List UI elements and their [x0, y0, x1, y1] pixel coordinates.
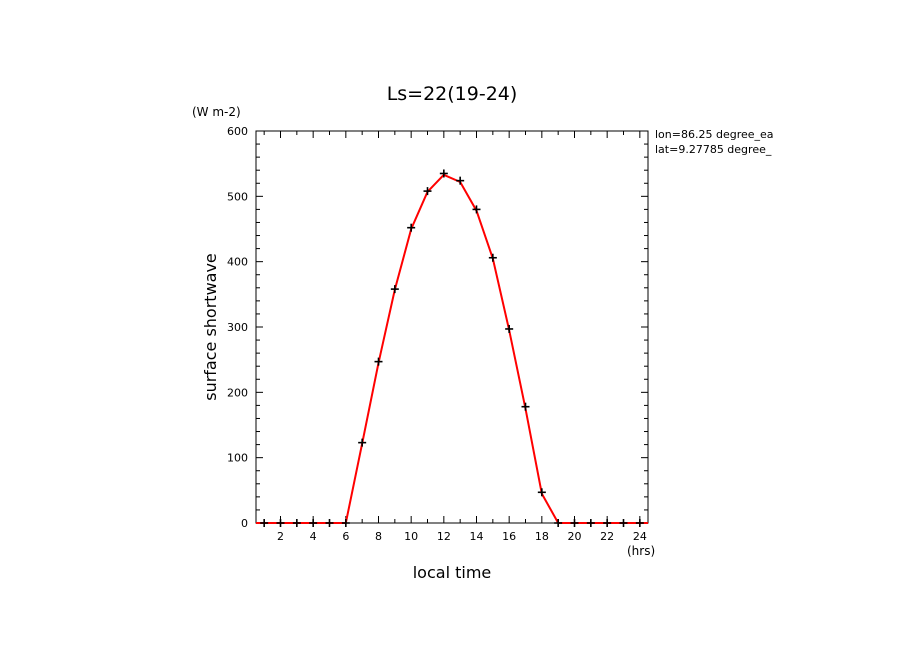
- data-point-marker: [325, 519, 334, 527]
- data-point-marker: [537, 488, 546, 497]
- data-point-marker: [635, 519, 644, 527]
- data-point-marker: [341, 519, 350, 527]
- x-unit-label: (hrs): [627, 544, 655, 558]
- y-tick-label: 100: [227, 452, 248, 465]
- x-tick-label: 16: [502, 530, 516, 543]
- series-polyline: [256, 173, 648, 524]
- data-point-marker: [505, 324, 514, 333]
- y-tick-label: 0: [241, 517, 248, 530]
- data-point-marker: [603, 519, 612, 527]
- data-point-marker: [439, 169, 448, 178]
- x-tick-label: 6: [342, 530, 349, 543]
- x-tick-label: 8: [375, 530, 382, 543]
- data-point-marker: [521, 402, 530, 411]
- y-tick-label: 600: [227, 125, 248, 138]
- y-axis-ticks: 0 100 200 300 400 500 600: [227, 125, 648, 530]
- y-axis-label: surface shortwave: [201, 253, 220, 401]
- data-point-marker: [619, 519, 628, 527]
- series-line: [256, 173, 648, 524]
- x-tick-label: 10: [404, 530, 418, 543]
- data-point-marker: [407, 223, 416, 232]
- data-point-marker: [292, 519, 301, 527]
- x-axis-label: local time: [413, 563, 492, 582]
- x-tick-label: 2: [277, 530, 284, 543]
- data-point-marker: [570, 519, 579, 527]
- x-tick-label: 18: [535, 530, 549, 543]
- data-point-marker: [374, 357, 383, 366]
- y-tick-label: 200: [227, 386, 248, 399]
- data-point-marker: [586, 519, 595, 527]
- annotation-lon: lon=86.25 degree_ea: [655, 128, 774, 141]
- plot-frame: [255, 130, 649, 524]
- data-point-marker: [276, 519, 285, 527]
- x-tick-label: 24: [633, 530, 647, 543]
- y-tick-label: 300: [227, 321, 248, 334]
- x-tick-label: 20: [568, 530, 582, 543]
- data-point-marker: [456, 176, 465, 185]
- x-tick-label: 4: [310, 530, 317, 543]
- data-point-marker: [260, 519, 269, 527]
- data-point-marker: [554, 519, 563, 527]
- x-tick-label: 14: [470, 530, 484, 543]
- data-point-marker: [423, 187, 432, 196]
- x-axis-ticks: 2 4 6 8 10 12 14 16 18 20 22 24: [263, 131, 647, 543]
- data-point-marker: [358, 438, 367, 447]
- plot-border: [255, 130, 649, 524]
- x-tick-label: 12: [437, 530, 451, 543]
- y-tick-label: 500: [227, 190, 248, 203]
- x-tick-label: 22: [600, 530, 614, 543]
- annotation-lat: lat=9.27785 degree_: [655, 143, 772, 156]
- y-tick-label: 400: [227, 256, 248, 269]
- data-point-marker: [390, 285, 399, 294]
- y-unit-label: (W m-2): [192, 105, 241, 119]
- series-markers: [260, 169, 644, 527]
- data-point-marker: [309, 519, 318, 527]
- data-point-marker: [488, 253, 497, 262]
- chart-title: Ls=22(19-24): [387, 83, 518, 105]
- data-point-marker: [472, 205, 481, 214]
